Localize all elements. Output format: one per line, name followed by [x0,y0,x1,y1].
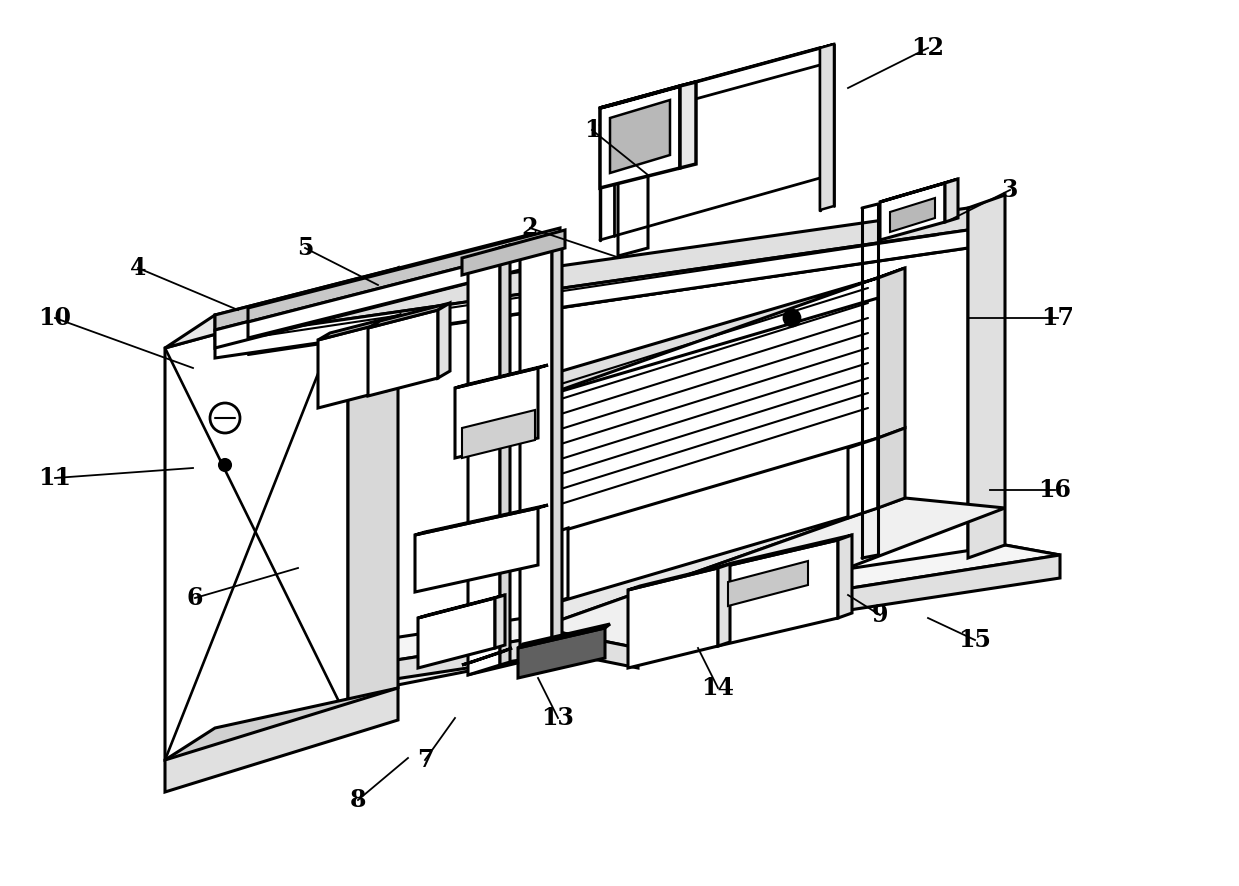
Text: 9: 9 [872,603,888,627]
Polygon shape [462,410,535,458]
Polygon shape [538,628,638,668]
Polygon shape [165,268,398,348]
Polygon shape [538,528,567,608]
Polygon shape [216,545,1061,680]
Polygon shape [216,248,968,665]
Polygon shape [538,298,878,538]
Polygon shape [945,179,958,222]
Polygon shape [318,322,388,408]
Polygon shape [680,82,696,168]
Text: 6: 6 [187,586,203,610]
Polygon shape [847,438,878,518]
Text: 1: 1 [584,118,600,142]
Polygon shape [248,242,560,338]
Text: 3: 3 [1002,178,1018,202]
Polygon shape [878,268,904,438]
Polygon shape [518,624,610,648]
Text: 17: 17 [1042,306,1074,330]
Polygon shape [628,564,730,590]
Polygon shape [501,245,510,665]
Polygon shape [600,86,680,188]
Polygon shape [890,198,935,232]
Circle shape [209,403,240,433]
Polygon shape [455,365,548,388]
Polygon shape [838,535,852,618]
Polygon shape [462,648,512,665]
Polygon shape [968,195,1005,558]
Polygon shape [538,498,904,628]
Text: 14: 14 [701,676,735,700]
Polygon shape [518,628,605,678]
Polygon shape [717,564,730,646]
Polygon shape [165,298,348,760]
Polygon shape [880,183,945,240]
Text: 2: 2 [522,216,538,240]
Polygon shape [729,561,808,606]
Polygon shape [520,235,563,248]
Polygon shape [618,160,648,256]
Polygon shape [717,540,838,646]
Polygon shape [468,248,501,675]
Polygon shape [618,157,658,168]
Polygon shape [165,688,398,760]
Polygon shape [439,303,450,378]
Polygon shape [538,268,904,398]
Polygon shape [878,428,904,508]
Polygon shape [628,568,717,668]
Polygon shape [368,310,439,396]
Polygon shape [216,208,968,338]
Text: 11: 11 [38,466,72,490]
Polygon shape [348,268,398,720]
Polygon shape [468,245,510,258]
Polygon shape [216,545,1005,690]
Polygon shape [553,235,563,650]
Polygon shape [600,44,834,108]
Polygon shape [496,595,506,648]
Polygon shape [415,505,548,535]
Circle shape [219,459,230,471]
Polygon shape [538,498,1005,648]
Polygon shape [216,555,1061,698]
Polygon shape [610,100,670,173]
Polygon shape [418,598,496,668]
Polygon shape [165,688,398,792]
Circle shape [784,310,800,326]
Text: 16: 16 [1038,478,1072,502]
Polygon shape [600,82,696,108]
Polygon shape [462,230,565,275]
Polygon shape [368,303,450,328]
Polygon shape [717,535,852,568]
Text: 4: 4 [130,256,146,280]
Polygon shape [455,368,538,458]
Polygon shape [216,235,528,330]
Text: 10: 10 [38,306,72,330]
Text: 8: 8 [349,788,367,812]
Polygon shape [880,179,958,202]
Text: 7: 7 [416,748,434,772]
Polygon shape [216,250,528,348]
Text: 13: 13 [541,706,575,730]
Text: 15: 15 [959,628,991,652]
Polygon shape [216,545,1061,710]
Polygon shape [520,238,553,660]
Text: 12: 12 [912,36,944,60]
Polygon shape [248,228,560,322]
Polygon shape [418,595,506,618]
Polygon shape [388,315,400,390]
Text: 5: 5 [297,236,313,260]
Polygon shape [820,44,834,210]
Polygon shape [415,508,538,592]
Polygon shape [216,230,968,358]
Polygon shape [318,315,400,340]
